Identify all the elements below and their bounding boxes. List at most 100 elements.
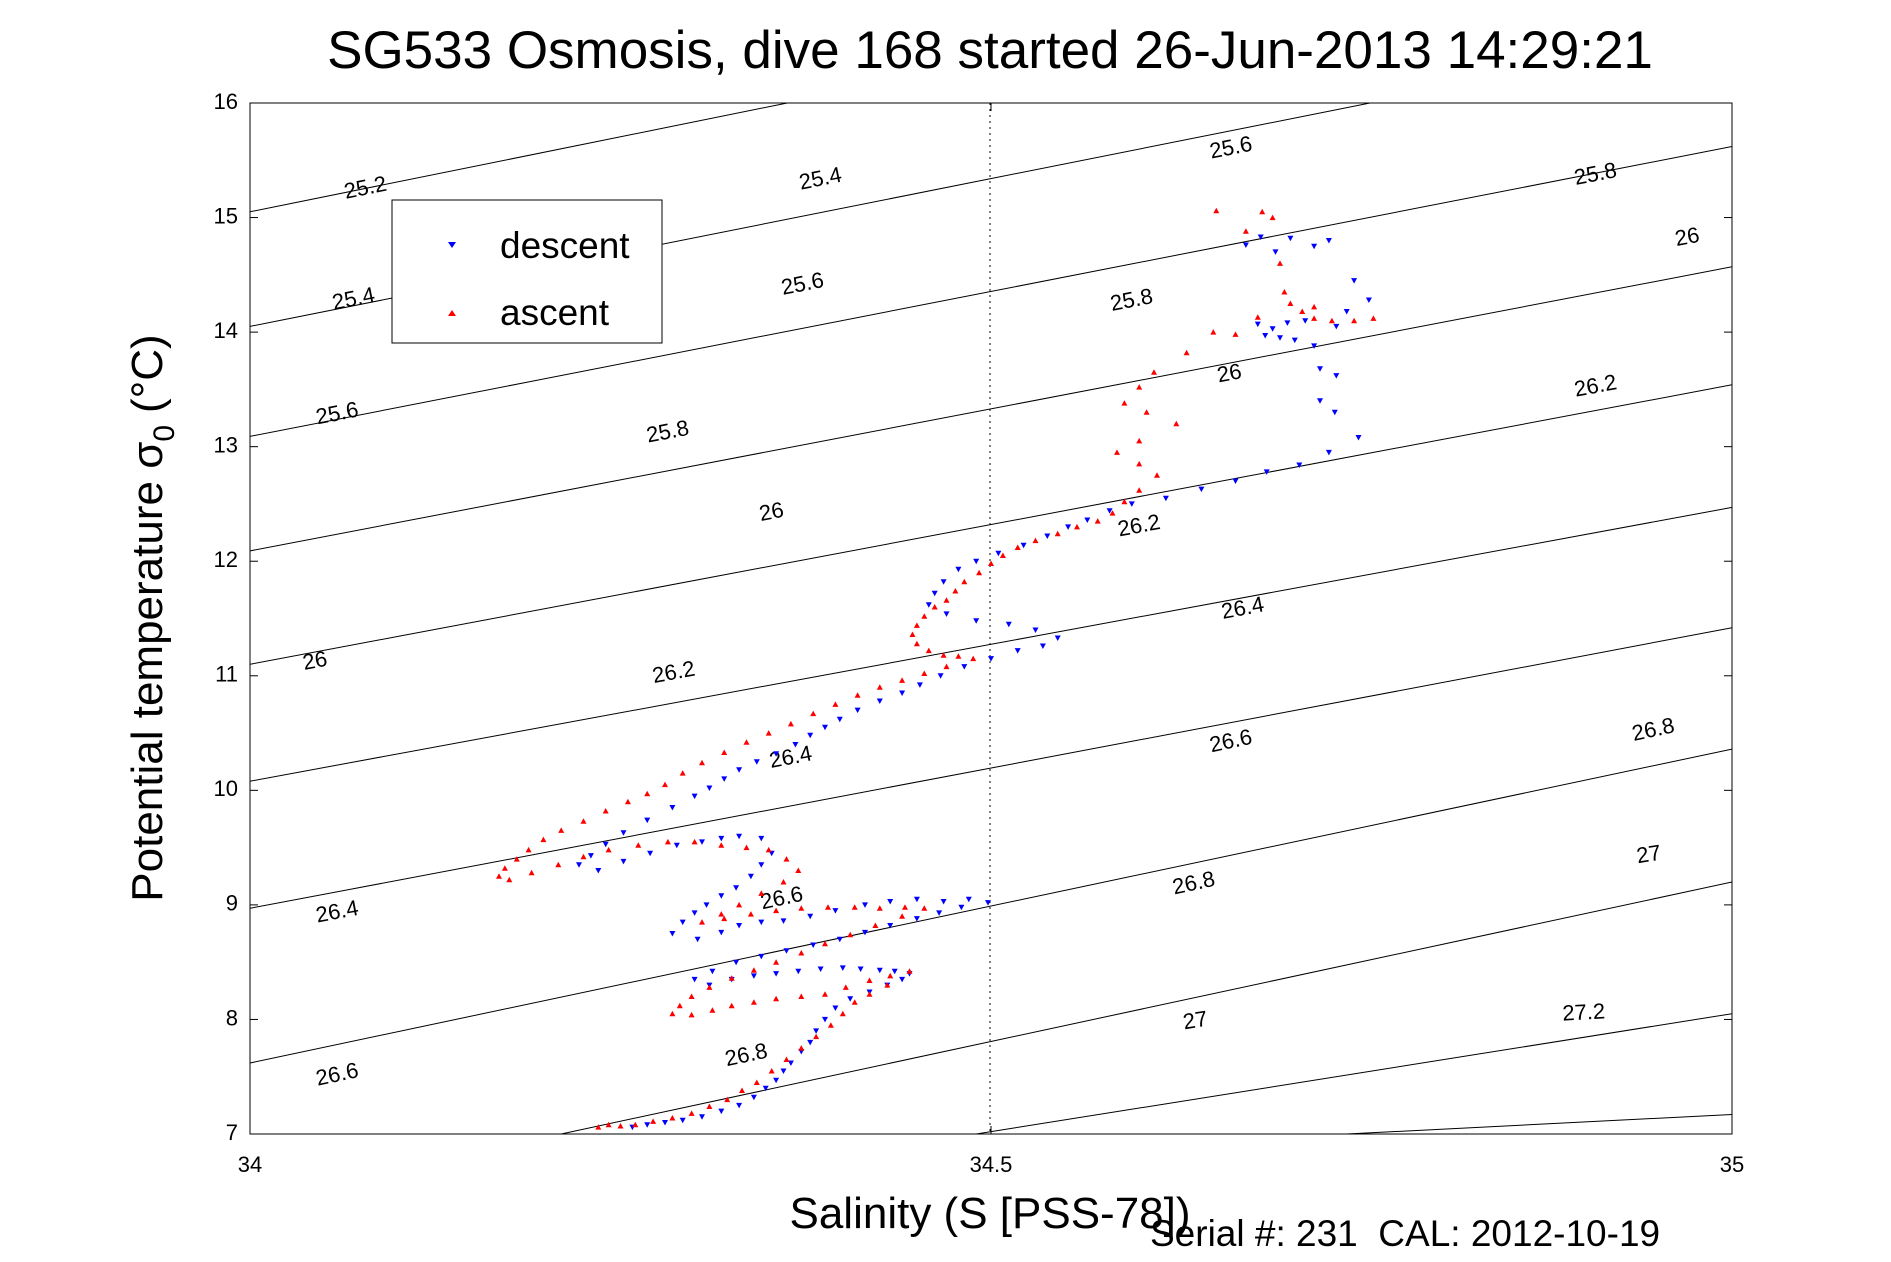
descent-point-106 — [836, 936, 843, 943]
descent-point-134 — [780, 1068, 787, 1074]
descent-point-78 — [758, 835, 765, 842]
ascent-point-40 — [931, 604, 938, 610]
descent-point-124 — [899, 976, 906, 983]
ascent-point-115 — [750, 999, 757, 1005]
descent-point-65 — [669, 805, 676, 811]
contour-label-26: 27 — [1635, 840, 1663, 869]
descent-point-45 — [1054, 635, 1061, 641]
descent-point-88 — [694, 936, 701, 943]
contour-label-27: 27.2 — [1562, 998, 1606, 1025]
descent-point-57 — [807, 732, 814, 739]
ascent-point-118 — [822, 991, 828, 997]
ascent-point-119 — [842, 984, 849, 990]
ascent-point-64 — [624, 798, 631, 805]
ascent-point-24 — [1136, 460, 1143, 467]
ascent-point-77 — [605, 846, 612, 853]
ascent-point-84 — [783, 856, 790, 862]
contour-line-25.8 — [250, 266, 1732, 552]
descent-point-35 — [995, 550, 1002, 557]
descent-point-30 — [1106, 508, 1113, 514]
descent-point-48 — [988, 656, 994, 662]
descent-point-46 — [1039, 643, 1046, 649]
descent-point-42 — [973, 618, 980, 624]
descent-point-102 — [936, 910, 943, 916]
ascent-point-2 — [1269, 214, 1276, 221]
descent-point-120 — [857, 966, 864, 972]
descent-point-111 — [709, 968, 716, 975]
ascent-point-135 — [706, 1103, 713, 1109]
ascent-point-19 — [1121, 400, 1128, 406]
ascent-point-114 — [728, 1002, 735, 1009]
x-tick-label: 34 — [238, 1152, 262, 1177]
ascent-point-82 — [743, 844, 750, 851]
descent-point-110 — [733, 959, 740, 966]
serial-cal-footer: Serial #: 231 CAL: 2012-10-19 — [1150, 1213, 1661, 1254]
legend-marker-descent — [448, 242, 456, 248]
ascent-point-122 — [906, 968, 913, 974]
ascent-point-45 — [925, 647, 932, 654]
ascent-point-43 — [909, 631, 916, 637]
descent-point-51 — [916, 682, 923, 688]
ascent-point-109 — [688, 993, 695, 999]
descent-point-121 — [876, 967, 883, 974]
descent-point-99 — [965, 896, 972, 903]
ascent-point-94 — [798, 905, 805, 911]
ascent-point-104 — [798, 950, 805, 956]
y-tick-label: 15 — [214, 203, 238, 228]
y-tick-label: 12 — [214, 547, 238, 572]
ascent-point-132 — [753, 1079, 760, 1085]
legend-box — [391, 199, 663, 344]
descent-point-130 — [813, 1028, 820, 1034]
ascent-point-71 — [501, 865, 508, 871]
descent-point-97 — [913, 896, 920, 903]
descent-point-13 — [1254, 321, 1261, 328]
descent-point-82 — [733, 885, 740, 891]
descent-point-53 — [876, 698, 883, 704]
ascent-point-11 — [1370, 315, 1377, 321]
ascent-point-75 — [555, 861, 562, 868]
ascent-point-59 — [721, 749, 728, 755]
ascent-point-38 — [952, 588, 959, 594]
descent-point-59 — [773, 751, 780, 757]
descent-point-115 — [750, 973, 757, 979]
descent-point-95 — [862, 902, 868, 908]
descent-point-94 — [832, 908, 839, 914]
descent-point-68 — [602, 841, 609, 848]
ascent-point-76 — [580, 853, 587, 860]
descent-point-3 — [1287, 235, 1294, 242]
descent-point-66 — [644, 817, 651, 824]
ascent-point-96 — [851, 904, 858, 910]
ascent-point-44 — [913, 640, 920, 647]
descent-point-129 — [822, 1016, 828, 1023]
ascent-point-116 — [773, 995, 780, 1002]
descent-point-104 — [887, 923, 894, 929]
ascent-point-140 — [617, 1123, 624, 1129]
ascent-point-124 — [866, 991, 873, 997]
ascent-point-9 — [1328, 317, 1335, 324]
descent-point-9 — [1333, 323, 1340, 330]
descent-point-50 — [937, 673, 944, 679]
ascent-point-113 — [709, 1007, 716, 1013]
descent-point-4 — [1311, 243, 1318, 250]
ascent-point-97 — [876, 905, 883, 911]
ascent-point-57 — [765, 730, 772, 736]
descent-point-55 — [836, 716, 843, 723]
descent-point-20 — [1317, 398, 1323, 404]
descent-point-43 — [1005, 621, 1012, 628]
ascent-point-131 — [768, 1068, 775, 1074]
ascent-point-55 — [810, 710, 817, 717]
descent-point-54 — [854, 707, 861, 714]
ascent-point-141 — [605, 1121, 612, 1128]
descent-point-77 — [736, 833, 743, 840]
ascent-point-134 — [724, 1096, 731, 1103]
ascent-point-137 — [669, 1115, 676, 1121]
ascent-point-7 — [1299, 308, 1306, 314]
ascent-point-127 — [827, 1022, 834, 1028]
ascent-point-142 — [595, 1124, 602, 1130]
ascent-point-79 — [664, 838, 671, 845]
ascent-point-33 — [1014, 544, 1021, 550]
descent-point-85 — [691, 910, 698, 916]
descent-point-127 — [847, 996, 854, 1002]
contour-line-26.8 — [561, 881, 1732, 1134]
descent-point-0 — [1257, 234, 1264, 240]
